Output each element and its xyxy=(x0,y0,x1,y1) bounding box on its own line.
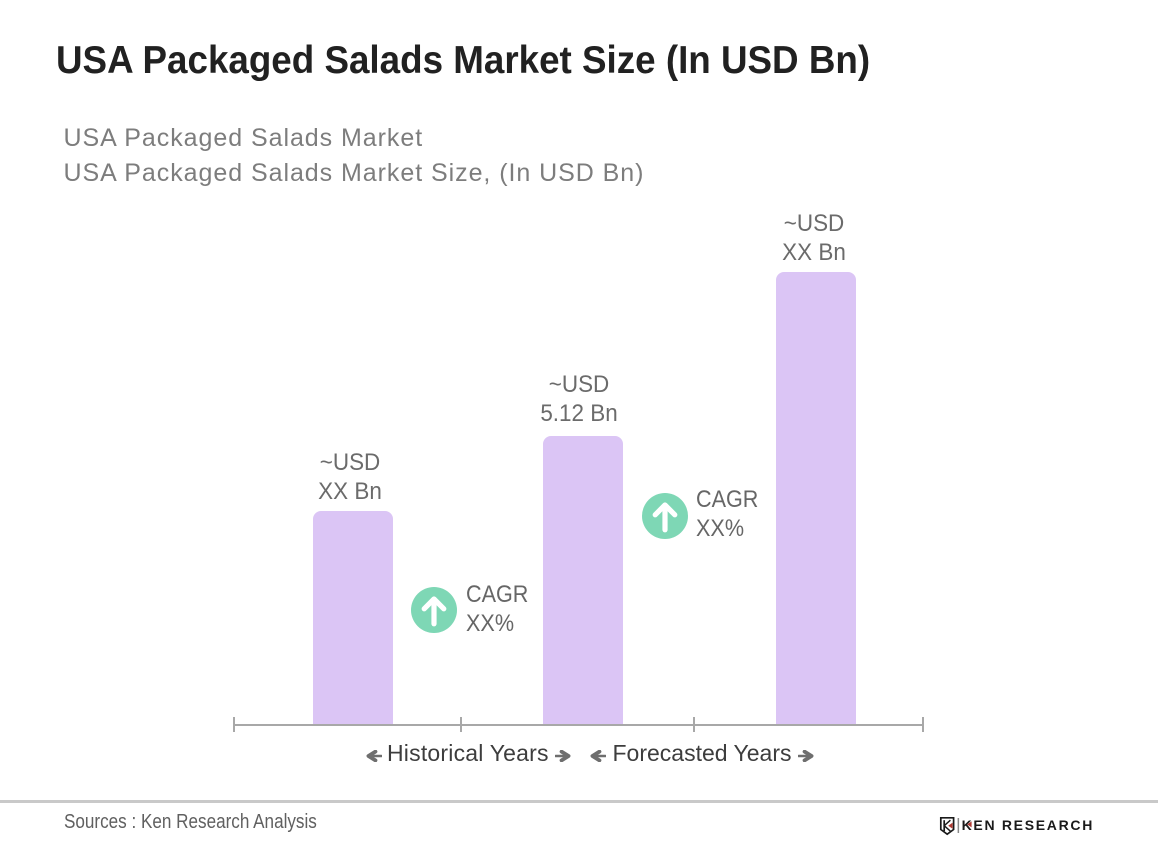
svg-text:KEN RESEARCH: KEN RESEARCH xyxy=(962,816,1092,832)
